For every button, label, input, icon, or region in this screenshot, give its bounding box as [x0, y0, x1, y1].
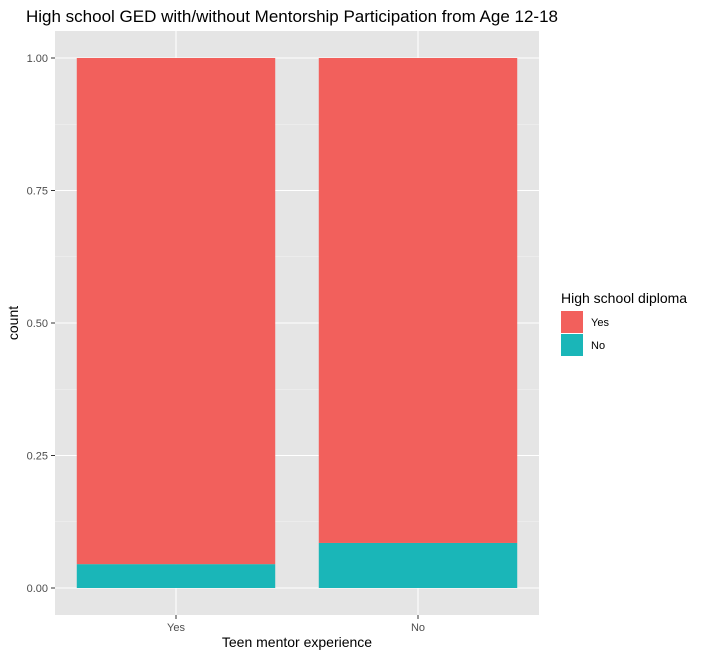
bar-no-no — [318, 542, 518, 588]
y-tick-label: 0.50 — [27, 318, 48, 330]
bars — [76, 58, 518, 588]
legend-swatch-yes — [561, 311, 583, 333]
x-tick-label: No — [411, 622, 425, 634]
legend-label-no: No — [591, 340, 605, 352]
x-axis-title: Teen mentor experience — [222, 634, 372, 650]
y-axis-title: count — [5, 306, 21, 340]
legend-swatch-no — [561, 334, 583, 356]
y-tick-label: 0.75 — [27, 186, 48, 198]
y-tick-label: 0.00 — [27, 583, 48, 595]
legend-title: High school diploma — [561, 290, 687, 306]
bar-yes-no — [76, 564, 276, 588]
legend-label-yes: Yes — [591, 317, 609, 329]
chart-title: High school GED with/without Mentorship … — [26, 7, 558, 26]
x-axis: Yes No — [167, 615, 425, 634]
x-tick-label: Yes — [167, 622, 185, 634]
y-tick-label: 0.25 — [27, 451, 48, 463]
y-axis: 0.00 0.25 0.50 0.75 1.00 — [27, 53, 55, 595]
legend: High school diploma Yes No — [561, 290, 687, 356]
y-tick-label: 1.00 — [27, 53, 48, 65]
bar-no-yes — [318, 58, 518, 543]
bar-yes-yes — [76, 58, 276, 565]
